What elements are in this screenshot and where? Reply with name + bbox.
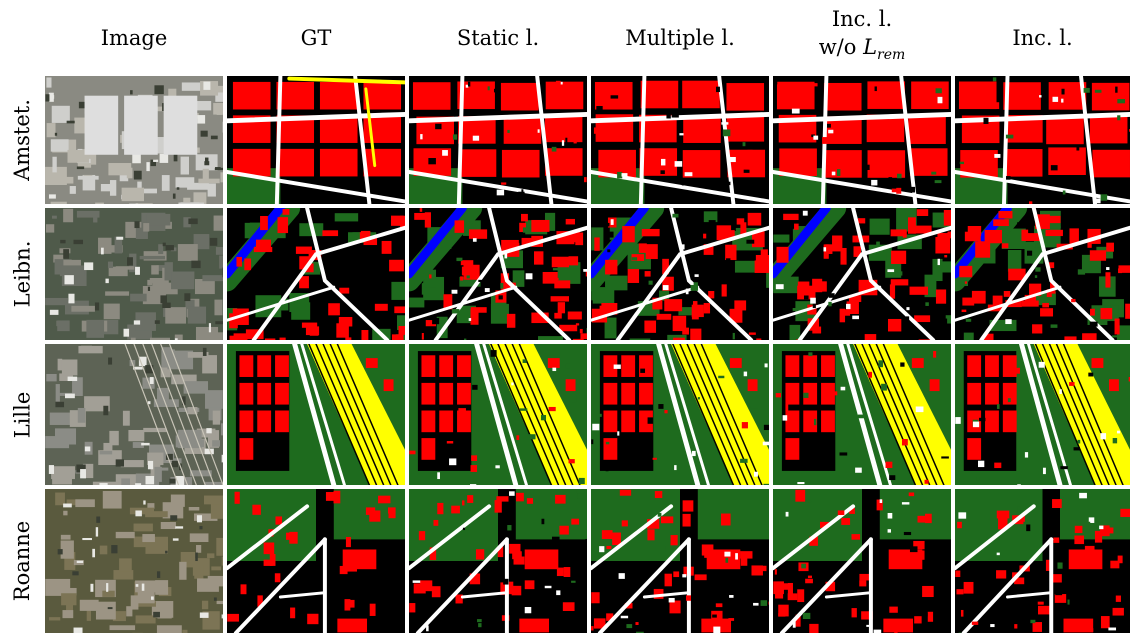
column-header-gt: GT bbox=[226, 0, 406, 75]
row-label: Lille bbox=[10, 391, 34, 438]
column-label: Multiple l. bbox=[625, 25, 735, 50]
column-label: GT bbox=[300, 25, 332, 50]
roanne-multiple-segmentation-map bbox=[590, 488, 770, 634]
leibn-inc-wo-lrem-segmentation-map bbox=[772, 207, 952, 341]
row-label: Amstet. bbox=[10, 99, 34, 181]
amstet-gt-segmentation-map bbox=[226, 75, 406, 205]
roanne-gt-segmentation-map bbox=[226, 488, 406, 634]
column-header-multiple: Multiple l. bbox=[590, 0, 770, 75]
row-label: Leibn. bbox=[10, 240, 35, 308]
lille-inc-wo-lrem-segmentation-map bbox=[772, 343, 952, 486]
column-label-line2: w/o Lrem bbox=[818, 35, 906, 64]
amstet-inc-wo-lrem-segmentation-map bbox=[772, 75, 952, 205]
roanne-image-image bbox=[44, 488, 224, 634]
lille-inc-segmentation-map bbox=[954, 343, 1131, 486]
column-label-line1: Inc. l. bbox=[831, 7, 893, 32]
column-header-inc-wo-lrem: Inc. l. w/o Lrem bbox=[772, 0, 952, 75]
amstet-image-image bbox=[44, 75, 224, 205]
lille-image-image bbox=[44, 343, 224, 486]
leibn-image-image bbox=[44, 207, 224, 341]
row-header-lille: Lille bbox=[0, 343, 44, 486]
column-label: Static l. bbox=[456, 25, 540, 50]
column-label: Inc. l. bbox=[1012, 25, 1073, 50]
column-header-static: Static l. bbox=[408, 0, 588, 75]
roanne-inc-wo-lrem-segmentation-map bbox=[772, 488, 952, 634]
leibn-multiple-segmentation-map bbox=[590, 207, 770, 341]
amstet-multiple-segmentation-map bbox=[590, 75, 770, 205]
column-label: Image bbox=[100, 25, 168, 50]
amstet-static-segmentation-map bbox=[408, 75, 588, 205]
lille-multiple-segmentation-map bbox=[590, 343, 770, 486]
roanne-static-segmentation-map bbox=[408, 488, 588, 634]
roanne-inc-segmentation-map bbox=[954, 488, 1131, 634]
row-header-roanne: Roanne bbox=[0, 488, 44, 634]
lille-gt-segmentation-map bbox=[226, 343, 406, 486]
leibn-inc-segmentation-map bbox=[954, 207, 1131, 341]
row-label: Roanne bbox=[10, 520, 35, 602]
lille-static-segmentation-map bbox=[408, 343, 588, 486]
column-header-inc: Inc. l. bbox=[954, 0, 1131, 75]
row-header-leibn: Leibn. bbox=[0, 207, 44, 341]
amstet-inc-segmentation-map bbox=[954, 75, 1131, 205]
column-header-image: Image bbox=[44, 0, 224, 75]
row-header-amstet: Amstet. bbox=[0, 75, 44, 205]
leibn-gt-segmentation-map bbox=[226, 207, 406, 341]
leibn-static-segmentation-map bbox=[408, 207, 588, 341]
